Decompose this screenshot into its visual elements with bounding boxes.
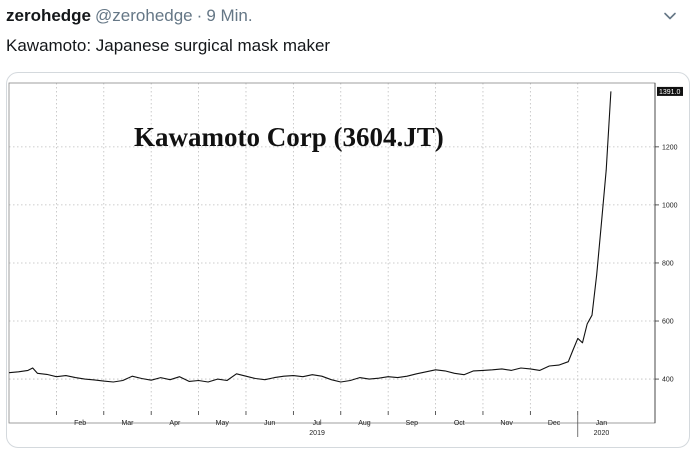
chart-title: Kawamoto Corp (3604.JT) <box>134 122 444 152</box>
last-value-label-text: 1391.0 <box>659 89 681 96</box>
x-tick-label: Aug <box>358 420 371 427</box>
author-handle[interactable]: @zerohedge <box>95 6 193 25</box>
tweet-header: zerohedge @zerohedge · 9 Min. <box>6 6 686 28</box>
x-axis-ticks: Feb Mar Apr May Jun Jul Aug Sep Oct Nov Dec Jan 2019… <box>55 411 610 437</box>
last-value-label: 1391.0 <box>657 86 683 96</box>
chevron-down-icon[interactable] <box>662 8 678 24</box>
x-tick-label: Oct <box>454 420 465 427</box>
tweet-text: Kawamoto: Japanese surgical mask maker <box>6 36 331 55</box>
x-tick-label: Mar <box>121 420 134 427</box>
separator-dot: · <box>196 6 203 25</box>
series-line-price <box>8 91 612 383</box>
author-display-name[interactable]: zerohedge <box>6 6 92 25</box>
x-tick-label: Jan <box>596 420 607 427</box>
x-tick-label: Feb <box>74 420 86 427</box>
y-tick-label: 1000 <box>662 202 678 209</box>
last-value-label-bg <box>657 86 683 96</box>
y-tick-label: 800 <box>662 260 674 267</box>
y-tick-label: 1200 <box>662 144 678 151</box>
tweet-media-chart[interactable]: Kawamoto Corp (3604.JT) 400 600 800 1000 120… <box>6 72 690 448</box>
y-tick-label: 600 <box>662 319 674 326</box>
price-chart: Kawamoto Corp (3604.JT) 400 600 800 1000 120… <box>8 82 683 437</box>
x-tick-label: Nov <box>500 420 513 427</box>
chart-grid <box>9 83 655 411</box>
y-tick-label: 400 <box>662 377 674 384</box>
y-axis-ticks: 400 600 800 1000 1200 <box>655 144 678 384</box>
x-tick-label: Jul <box>313 420 322 427</box>
x-year-label: 2020 <box>594 430 610 437</box>
x-year-label: 2019 <box>309 430 325 437</box>
x-tick-label: May <box>216 420 230 427</box>
x-tick-label: Sep <box>406 420 419 427</box>
x-tick-label: Jun <box>264 420 275 427</box>
x-tick-label: Apr <box>169 420 181 427</box>
tweet-timestamp[interactable]: 9 Min. <box>206 6 253 25</box>
x-tick-label: Dec <box>548 420 561 427</box>
